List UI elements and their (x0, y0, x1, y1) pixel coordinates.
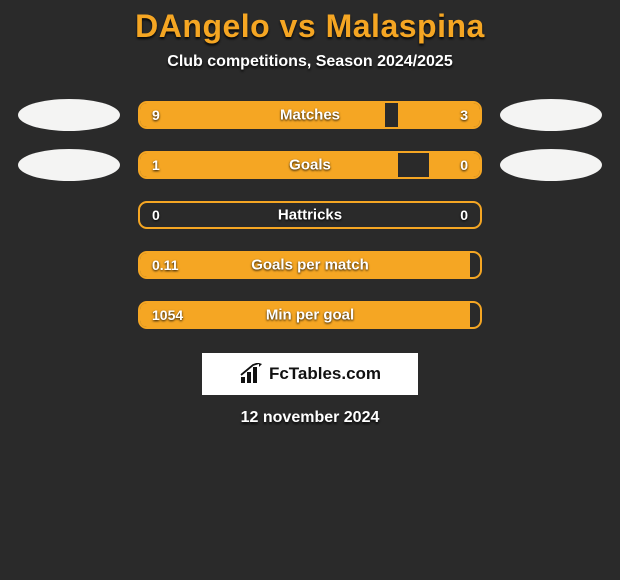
stat-label: Hattricks (278, 207, 342, 224)
logo-text: FcTables.com (269, 364, 381, 384)
stat-bar: 0 0 Hattricks (138, 201, 482, 229)
logo-box: FcTables.com (202, 353, 418, 395)
stat-bar: 1 0 Goals (138, 151, 482, 179)
stat-left-value: 1 (152, 157, 160, 173)
page-title: DAngelo vs Malaspina (135, 8, 485, 45)
comparison-row: 0.11 Goals per match (0, 249, 620, 281)
stat-label: Min per goal (266, 307, 354, 324)
stat-label: Matches (280, 107, 340, 124)
stat-left-value: 0 (152, 207, 160, 223)
comparison-rows: 9 3 Matches 1 0 Goals 0 0 Hattricks 0.11 Goals per… (0, 99, 620, 331)
stat-bar: 1054 Min per goal (138, 301, 482, 329)
comparison-row: 9 3 Matches (0, 99, 620, 131)
stat-bar: 9 3 Matches (138, 101, 482, 129)
page-subtitle: Club competitions, Season 2024/2025 (167, 53, 452, 71)
stat-right-value: 0 (460, 207, 468, 223)
date-text: 12 november 2024 (241, 409, 380, 427)
comparison-row: 1054 Min per goal (0, 299, 620, 331)
player-ellipse-left (18, 149, 120, 181)
comparison-row: 0 0 Hattricks (0, 199, 620, 231)
stat-label: Goals per match (251, 257, 369, 274)
bar-chart-icon (239, 363, 263, 385)
stat-right-value: 0 (460, 157, 468, 173)
stat-bar-fill-right (429, 153, 480, 177)
stat-bar-fill-left (140, 103, 385, 127)
stat-label: Goals (289, 157, 331, 174)
stat-left-value: 1054 (152, 307, 183, 323)
player-ellipse-right (500, 99, 602, 131)
comparison-infographic: DAngelo vs Malaspina Club competitions, … (0, 0, 620, 427)
stat-right-value: 3 (460, 107, 468, 123)
player-ellipse-left (18, 99, 120, 131)
stat-bar: 0.11 Goals per match (138, 251, 482, 279)
stat-left-value: 0.11 (152, 257, 178, 273)
comparison-row: 1 0 Goals (0, 149, 620, 181)
player-ellipse-right (500, 149, 602, 181)
stat-left-value: 9 (152, 107, 160, 123)
stat-bar-fill-left (140, 153, 398, 177)
